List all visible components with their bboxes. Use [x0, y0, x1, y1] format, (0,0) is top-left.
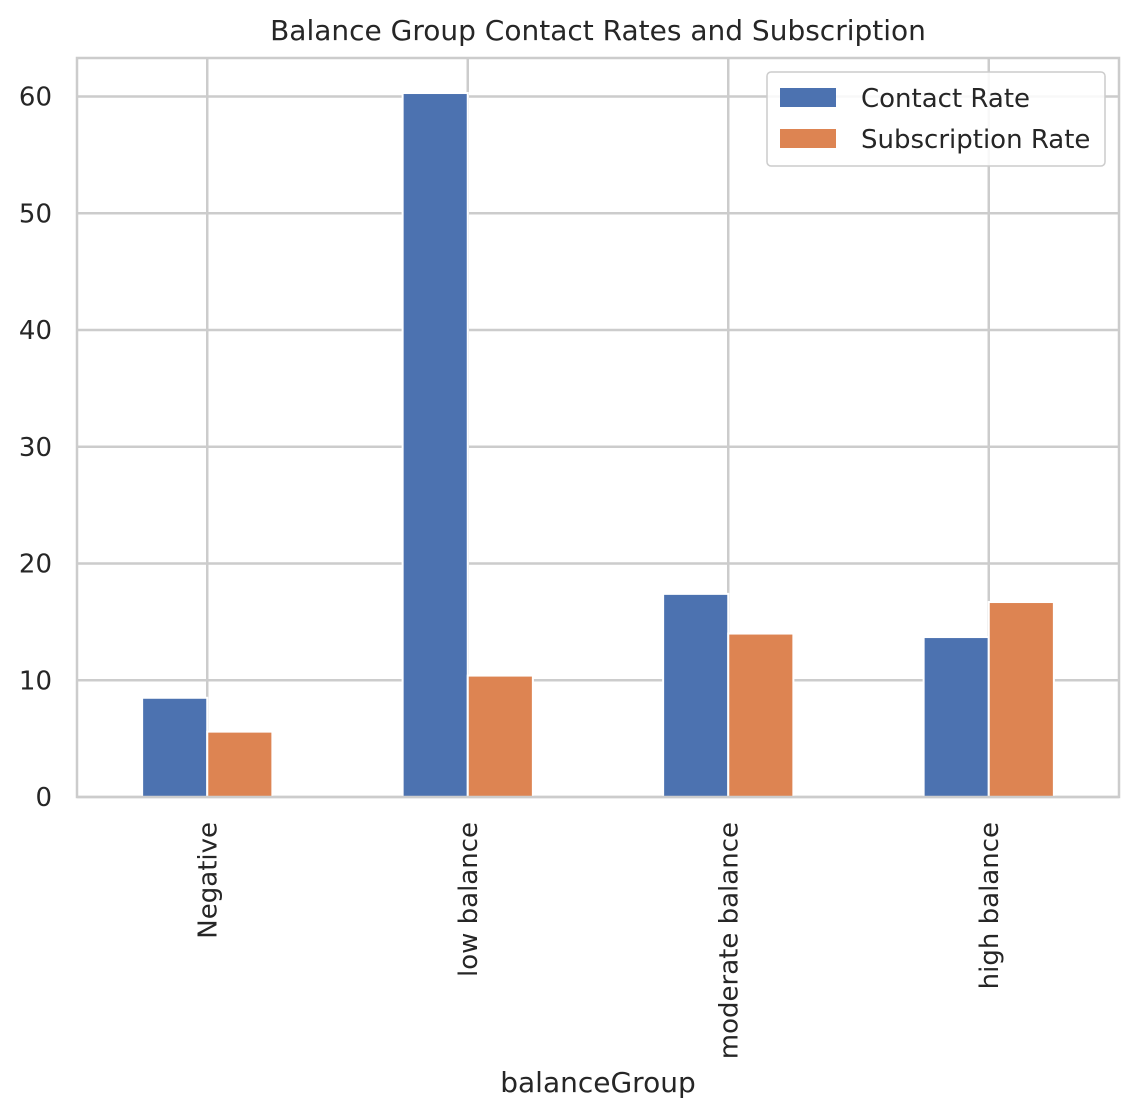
legend-box — [766, 71, 1106, 167]
bar-contact-rate-high-balance — [922, 636, 990, 799]
x-tick-label: low balance — [454, 822, 484, 977]
y-tick-label: 0 — [35, 783, 52, 813]
y-tick-label: 60 — [19, 83, 52, 113]
plot-frame — [75, 56, 1121, 799]
bar-subscription-rate-moderate-balance — [727, 632, 795, 799]
y-tick-label: 10 — [19, 666, 52, 696]
legend-swatch-subscription-rate — [780, 129, 836, 148]
bar-contact-rate-negative — [141, 696, 209, 798]
chart-title: Balance Group Contact Rates and Subscrip… — [270, 14, 926, 47]
y-tick-label: 40 — [19, 316, 52, 346]
bar-subscription-rate-high-balance — [987, 601, 1055, 798]
bar-contact-rate-moderate-balance — [662, 592, 730, 798]
bar-subscription-rate-low-balance — [466, 674, 534, 799]
legend-label-contact-rate: Contact Rate — [861, 84, 1030, 114]
legend-label-subscription-rate: Subscription Rate — [861, 125, 1090, 155]
x-tick-label: Negative — [193, 822, 223, 939]
x-tick-label: moderate balance — [714, 822, 744, 1059]
x-tick-labels: Negative low balance moderate balance high … — [193, 822, 1005, 1059]
y-tick-label: 50 — [19, 199, 52, 229]
bar-subscription-rate-negative — [206, 730, 274, 798]
y-tick-labels: 0 10 20 30 40 50 60 — [19, 83, 52, 813]
bar-layer — [141, 92, 1055, 799]
legend-swatch-contact-rate — [780, 88, 836, 107]
bar-contact-rate-low-balance — [401, 92, 469, 799]
legend: Contact Rate Subscription Rate — [766, 71, 1106, 167]
x-tick-label: high balance — [975, 822, 1005, 989]
y-tick-label: 30 — [19, 433, 52, 463]
x-axis-label: balanceGroup — [500, 1066, 695, 1099]
y-tick-label: 20 — [19, 550, 52, 580]
